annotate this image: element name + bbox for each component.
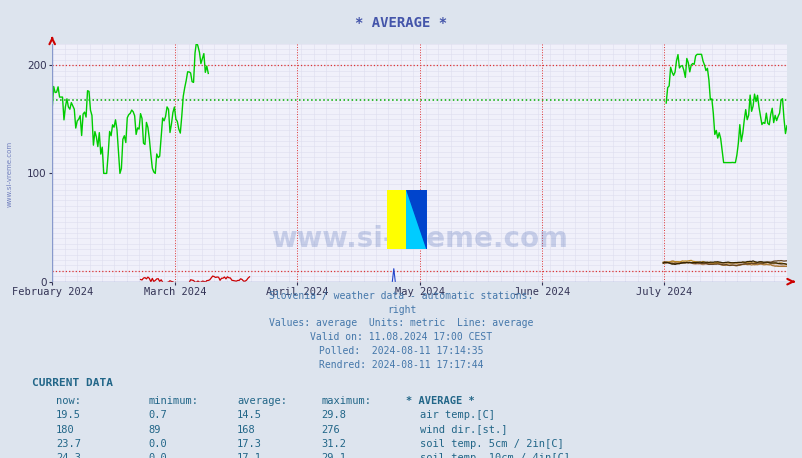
Text: soil temp. 10cm / 4in[C]: soil temp. 10cm / 4in[C]	[419, 453, 569, 458]
Text: 89: 89	[148, 425, 161, 435]
Text: soil temp. 5cm / 2in[C]: soil temp. 5cm / 2in[C]	[419, 439, 563, 449]
Text: 0.0: 0.0	[148, 439, 167, 449]
Text: * AVERAGE *: * AVERAGE *	[405, 396, 474, 406]
Text: 0.7: 0.7	[148, 410, 167, 420]
Text: 29.8: 29.8	[321, 410, 346, 420]
Polygon shape	[406, 190, 427, 249]
Text: 29.1: 29.1	[321, 453, 346, 458]
Text: 276: 276	[321, 425, 339, 435]
Bar	[386, 190, 406, 249]
Text: right: right	[387, 305, 415, 315]
Text: www.si-vreme.com: www.si-vreme.com	[271, 225, 567, 253]
Text: Polled:  2024-08-11 17:14:35: Polled: 2024-08-11 17:14:35	[319, 346, 483, 356]
Text: 17.3: 17.3	[237, 439, 261, 449]
Text: 24.3: 24.3	[56, 453, 81, 458]
Text: 17.1: 17.1	[237, 453, 261, 458]
Text: now:: now:	[56, 396, 81, 406]
Text: 19.5: 19.5	[56, 410, 81, 420]
Text: 31.2: 31.2	[321, 439, 346, 449]
Text: Slovenia / weather data - automatic stations.: Slovenia / weather data - automatic stat…	[269, 291, 533, 301]
Text: maximum:: maximum:	[321, 396, 371, 406]
Text: 23.7: 23.7	[56, 439, 81, 449]
Text: air temp.[C]: air temp.[C]	[419, 410, 494, 420]
Text: average:: average:	[237, 396, 286, 406]
Text: 180: 180	[56, 425, 75, 435]
Text: Valid on: 11.08.2024 17:00 CEST: Valid on: 11.08.2024 17:00 CEST	[310, 332, 492, 342]
Polygon shape	[406, 190, 427, 249]
Text: wind dir.[st.]: wind dir.[st.]	[419, 425, 507, 435]
Text: Rendred: 2024-08-11 17:17:44: Rendred: 2024-08-11 17:17:44	[319, 360, 483, 370]
Text: 14.5: 14.5	[237, 410, 261, 420]
Text: 168: 168	[237, 425, 255, 435]
Text: * AVERAGE *: * AVERAGE *	[355, 16, 447, 30]
Text: minimum:: minimum:	[148, 396, 198, 406]
Text: Values: average  Units: metric  Line: average: Values: average Units: metric Line: aver…	[269, 318, 533, 328]
Text: CURRENT DATA: CURRENT DATA	[32, 378, 113, 388]
Text: 0.0: 0.0	[148, 453, 167, 458]
Text: www.si-vreme.com: www.si-vreme.com	[6, 141, 12, 207]
